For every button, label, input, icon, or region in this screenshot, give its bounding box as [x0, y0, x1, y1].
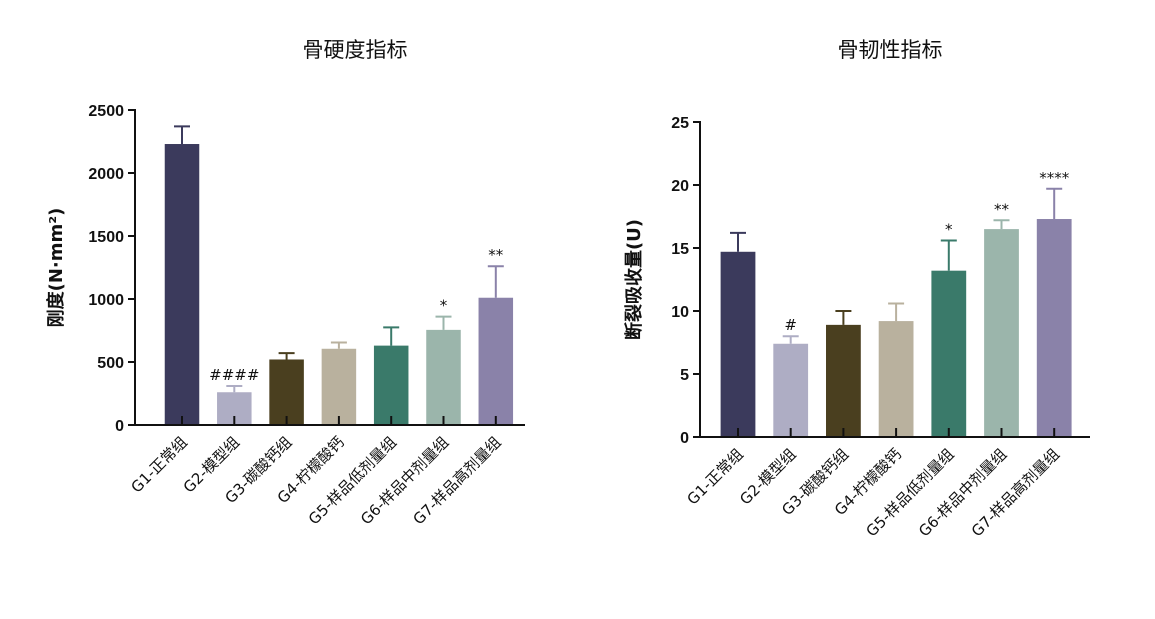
- bar: [1036, 219, 1072, 437]
- y-tick-label: 25: [671, 115, 689, 132]
- bar: [931, 270, 967, 437]
- error-bar: [174, 125, 190, 145]
- bar: [373, 345, 409, 425]
- y-tick-label: 2000: [88, 166, 124, 183]
- significance-label: *: [440, 297, 448, 315]
- bar: [269, 359, 304, 425]
- x-tick-label: G6-样品中剂量组: [357, 433, 452, 528]
- y-tick-label: 2500: [88, 103, 124, 120]
- significance-label: **: [994, 200, 1010, 218]
- y-tick-label: 500: [97, 355, 124, 372]
- significance-label: *: [945, 220, 953, 238]
- bar: [426, 329, 461, 425]
- error-bar: [487, 265, 504, 298]
- significance-label: **: [488, 246, 504, 264]
- y-tick-label: 0: [115, 418, 124, 435]
- y-tick-label: 0: [680, 430, 689, 447]
- bar: [720, 251, 756, 437]
- error-bar: [226, 384, 243, 393]
- bar: [878, 321, 914, 437]
- significance-label: ****: [1039, 169, 1070, 187]
- significance-label: ####: [209, 366, 259, 384]
- error-bar: [435, 315, 452, 330]
- y-tick-label: 5: [680, 367, 689, 384]
- error-bar: [888, 302, 905, 322]
- chart-title: 骨硬度指标: [303, 38, 408, 62]
- error-bar: [1046, 187, 1063, 220]
- error-bar: [730, 231, 746, 252]
- bar: [984, 229, 1019, 437]
- x-tick-label: G7-样品高剂量组: [409, 433, 504, 528]
- x-tick-label: G1-正常组: [683, 445, 746, 508]
- y-axis-label: 断裂吸收量(U): [623, 219, 645, 340]
- y-axis-label: 刚度(N·mm²): [45, 208, 67, 328]
- x-tick-label: G1-正常组: [127, 433, 190, 496]
- chart-title: 骨韧性指标: [838, 38, 943, 62]
- bar: [478, 297, 514, 425]
- significance-label: #: [784, 316, 797, 334]
- y-tick-label: 1500: [88, 229, 124, 246]
- y-tick-label: 1000: [88, 292, 124, 309]
- x-tick-label: G5-样品低剂量组: [305, 433, 400, 528]
- y-tick-label: 10: [671, 304, 689, 321]
- error-bar: [278, 352, 295, 360]
- bar: [826, 324, 861, 437]
- bar: [321, 348, 357, 425]
- error-bar: [835, 310, 852, 325]
- error-bar: [383, 326, 400, 346]
- y-tick-label: 15: [671, 241, 689, 258]
- error-bar: [940, 239, 957, 271]
- bar: [773, 343, 809, 437]
- error-bar: [330, 341, 347, 349]
- error-bar: [782, 335, 799, 344]
- bar: [164, 144, 200, 425]
- y-tick-label: 20: [671, 178, 689, 195]
- error-bar: [993, 219, 1010, 230]
